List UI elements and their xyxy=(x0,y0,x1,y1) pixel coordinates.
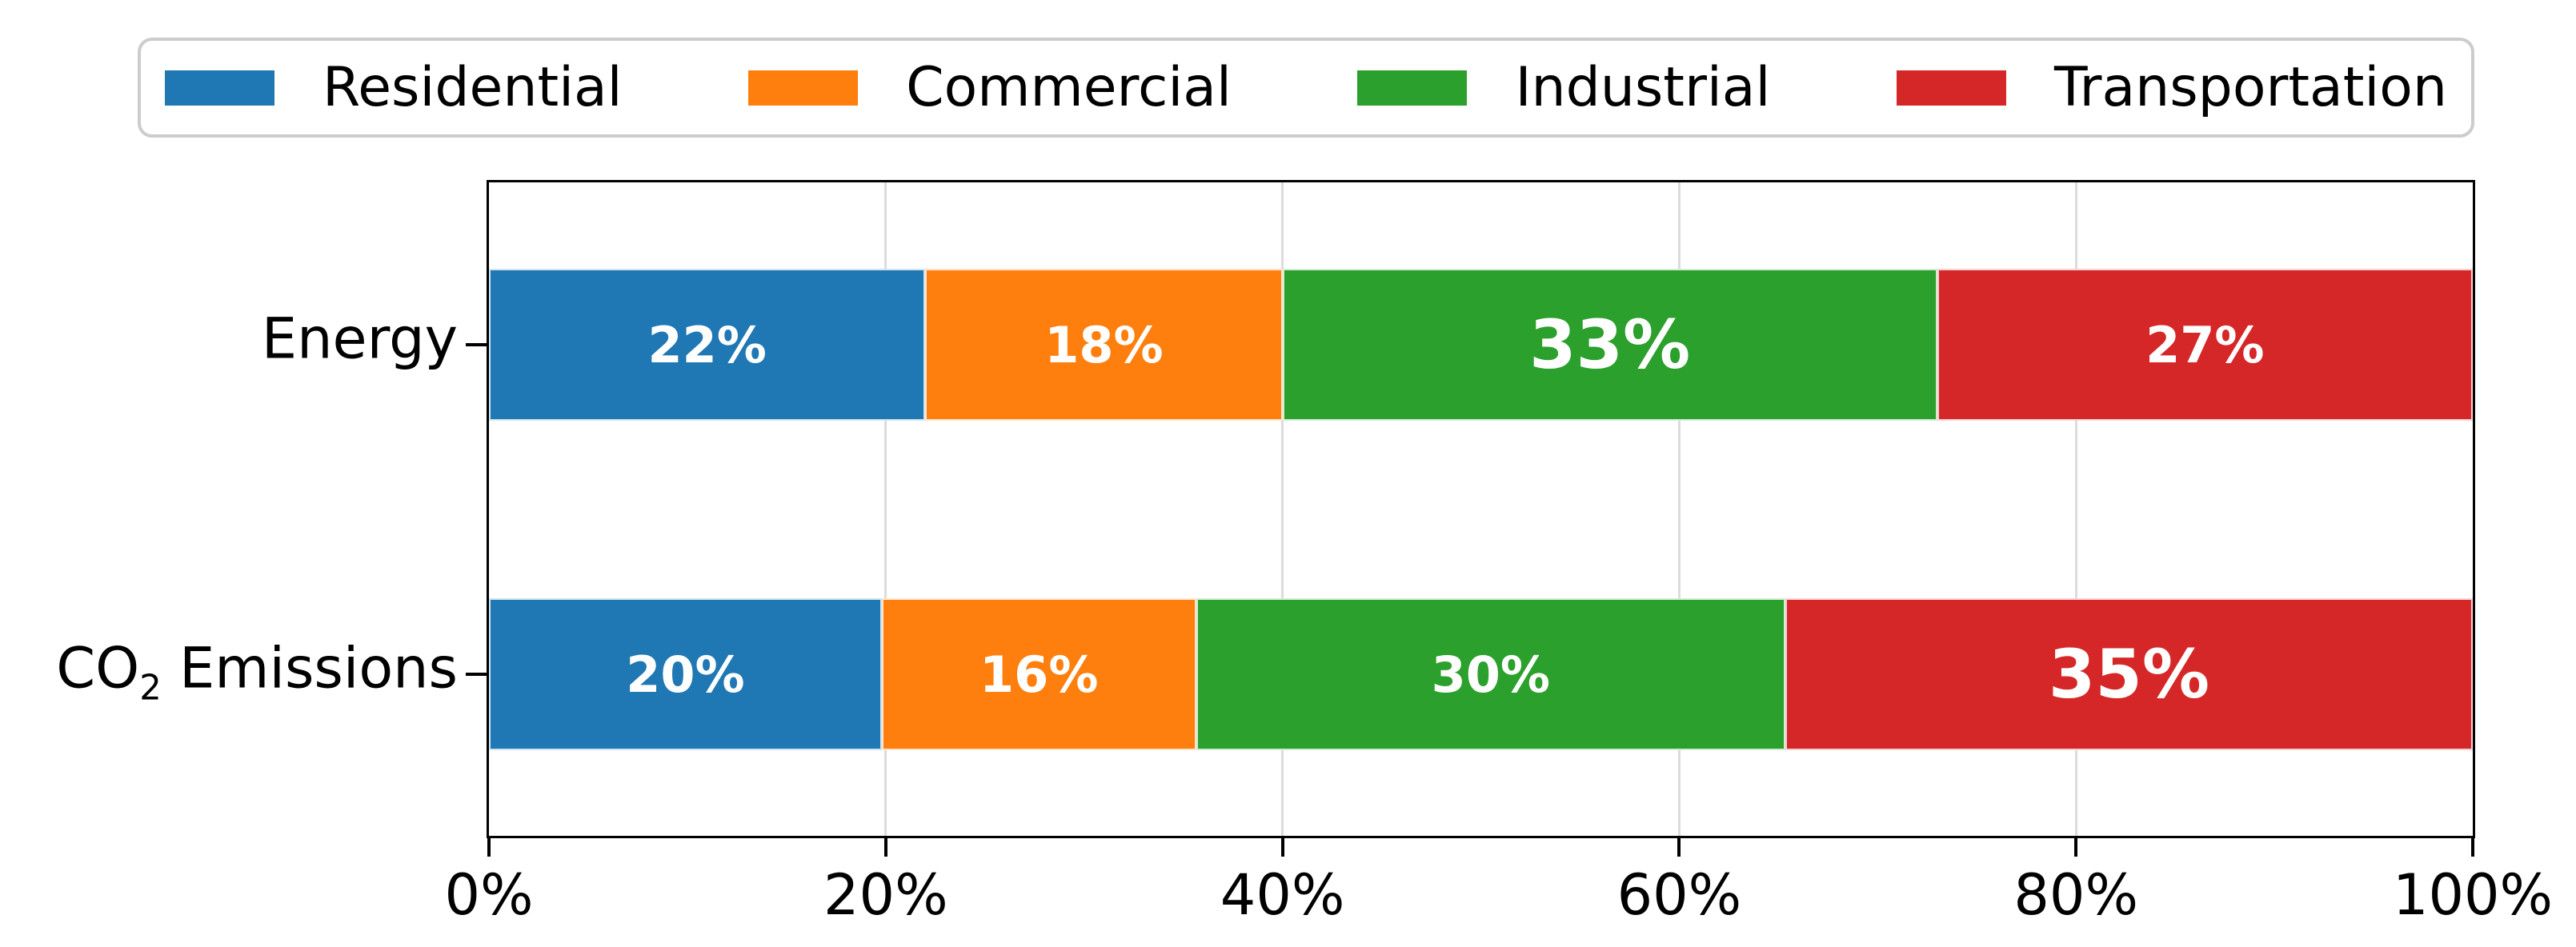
y-tick-mark xyxy=(466,343,487,346)
bar-energy: 22% 18% 33% 27% xyxy=(489,269,2473,421)
bar-value-label: 18% xyxy=(1044,315,1164,374)
legend-swatch-residential-icon xyxy=(165,70,274,106)
gridline xyxy=(884,182,887,836)
y-label-text: Emissions xyxy=(161,635,458,701)
x-tick-label: 60% xyxy=(1617,862,1742,928)
x-tick-label: 100% xyxy=(2392,862,2554,928)
bar-segment-residential: 22% xyxy=(489,269,926,421)
x-tick-label: 80% xyxy=(2013,862,2138,928)
plot-area: 22% 18% 33% 27% 20% 16% 30% 35% 0% 20% 40% 60% 80% 10… xyxy=(444,180,2553,928)
x-tick-label: 20% xyxy=(823,862,948,928)
legend-swatch-commercial-icon xyxy=(748,70,859,106)
bar-segment-transportation: 27% xyxy=(1937,269,2473,421)
x-tick-mark xyxy=(487,836,491,857)
legend-swatch-industrial-icon xyxy=(1357,70,1468,106)
bar-value-label: 30% xyxy=(1431,645,1550,704)
y-label-subscript: 2 xyxy=(139,668,162,709)
x-tick-mark xyxy=(1677,836,1681,857)
y-label-text: CO xyxy=(56,635,140,701)
legend: Residential Commercial Industrial Transport… xyxy=(138,38,2474,138)
x-tick-label: 0% xyxy=(444,862,534,928)
y-label-text: Energy xyxy=(261,306,458,372)
gridline xyxy=(2074,182,2077,836)
bar-segment-industrial: 30% xyxy=(1196,598,1785,750)
gridline xyxy=(1281,182,1284,836)
x-tick-label: 40% xyxy=(1220,862,1345,928)
bar-value-label: 35% xyxy=(2048,635,2209,713)
x-tick-mark xyxy=(2471,836,2474,857)
x-tick-mark xyxy=(2074,836,2078,857)
y-label-energy: Energy xyxy=(0,306,458,379)
bar-segment-transportation: 35% xyxy=(1785,598,2473,750)
bar-value-label: 27% xyxy=(2145,315,2265,374)
x-tick-mark xyxy=(1280,836,1284,857)
legend-swatch-transportation-icon xyxy=(1896,70,2006,106)
legend-label: Commercial xyxy=(906,56,1232,119)
legend-label: Residential xyxy=(323,56,623,119)
bar-segment-commercial: 18% xyxy=(925,269,1283,421)
legend-item-residential: Residential xyxy=(165,56,623,119)
legend-item-commercial: Commercial xyxy=(748,56,1232,119)
bar-value-label: 20% xyxy=(626,645,745,704)
bar-value-label: 16% xyxy=(980,645,1099,704)
y-tick-mark xyxy=(466,673,487,676)
legend-label: Industrial xyxy=(1515,56,1771,119)
legend-item-industrial: Industrial xyxy=(1357,56,1770,119)
bar-segment-commercial: 16% xyxy=(881,598,1196,750)
x-tick-mark xyxy=(883,836,887,857)
bar-segment-residential: 20% xyxy=(489,598,882,750)
bar-value-label: 22% xyxy=(647,315,767,374)
bar-co-emissions: 20% 16% 30% 35% xyxy=(489,598,2473,750)
bar-segment-industrial: 33% xyxy=(1282,269,1937,421)
bar-value-label: 33% xyxy=(1529,306,1691,384)
legend-label: Transportation xyxy=(2053,56,2447,119)
y-label-co-emissions: CO2 Emissions xyxy=(0,636,458,709)
legend-item-transportation: Transportation xyxy=(1896,56,2447,119)
gridline xyxy=(1677,182,1681,836)
